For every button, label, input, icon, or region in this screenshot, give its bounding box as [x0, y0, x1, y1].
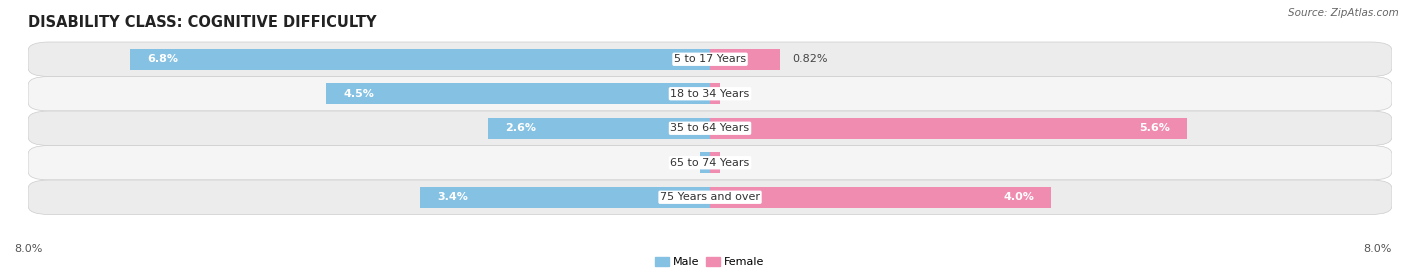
Text: 4.0%: 4.0% — [1002, 192, 1033, 202]
Text: 0.82%: 0.82% — [793, 54, 828, 64]
Bar — [710, 187, 1052, 208]
Bar — [420, 187, 710, 208]
Text: 18 to 34 Years: 18 to 34 Years — [671, 89, 749, 99]
Text: 35 to 64 Years: 35 to 64 Years — [671, 123, 749, 133]
Bar — [488, 118, 710, 139]
Text: 8.0%: 8.0% — [1364, 244, 1392, 254]
Text: 3.4%: 3.4% — [437, 192, 468, 202]
Text: 5 to 17 Years: 5 to 17 Years — [673, 54, 747, 64]
Text: 4.5%: 4.5% — [343, 89, 374, 99]
Text: 0.0%: 0.0% — [723, 89, 751, 99]
Text: Source: ZipAtlas.com: Source: ZipAtlas.com — [1288, 8, 1399, 18]
Text: 0.0%: 0.0% — [669, 158, 697, 168]
Bar — [710, 152, 720, 173]
FancyBboxPatch shape — [28, 180, 1392, 214]
Text: 2.6%: 2.6% — [506, 123, 537, 133]
Text: 8.0%: 8.0% — [14, 244, 42, 254]
FancyBboxPatch shape — [28, 76, 1392, 111]
Text: 65 to 74 Years: 65 to 74 Years — [671, 158, 749, 168]
Legend: Male, Female: Male, Female — [651, 252, 769, 270]
Bar — [710, 49, 780, 70]
Text: 75 Years and over: 75 Years and over — [659, 192, 761, 202]
FancyBboxPatch shape — [28, 146, 1392, 180]
FancyBboxPatch shape — [28, 111, 1392, 146]
Text: DISABILITY CLASS: COGNITIVE DIFFICULTY: DISABILITY CLASS: COGNITIVE DIFFICULTY — [28, 15, 377, 30]
Text: 6.8%: 6.8% — [148, 54, 179, 64]
Bar — [326, 83, 710, 104]
Text: 5.6%: 5.6% — [1139, 123, 1170, 133]
Bar — [710, 83, 720, 104]
Bar — [700, 152, 710, 173]
Bar — [131, 49, 710, 70]
Text: 0.0%: 0.0% — [723, 158, 751, 168]
Bar — [710, 118, 1188, 139]
FancyBboxPatch shape — [28, 42, 1392, 76]
